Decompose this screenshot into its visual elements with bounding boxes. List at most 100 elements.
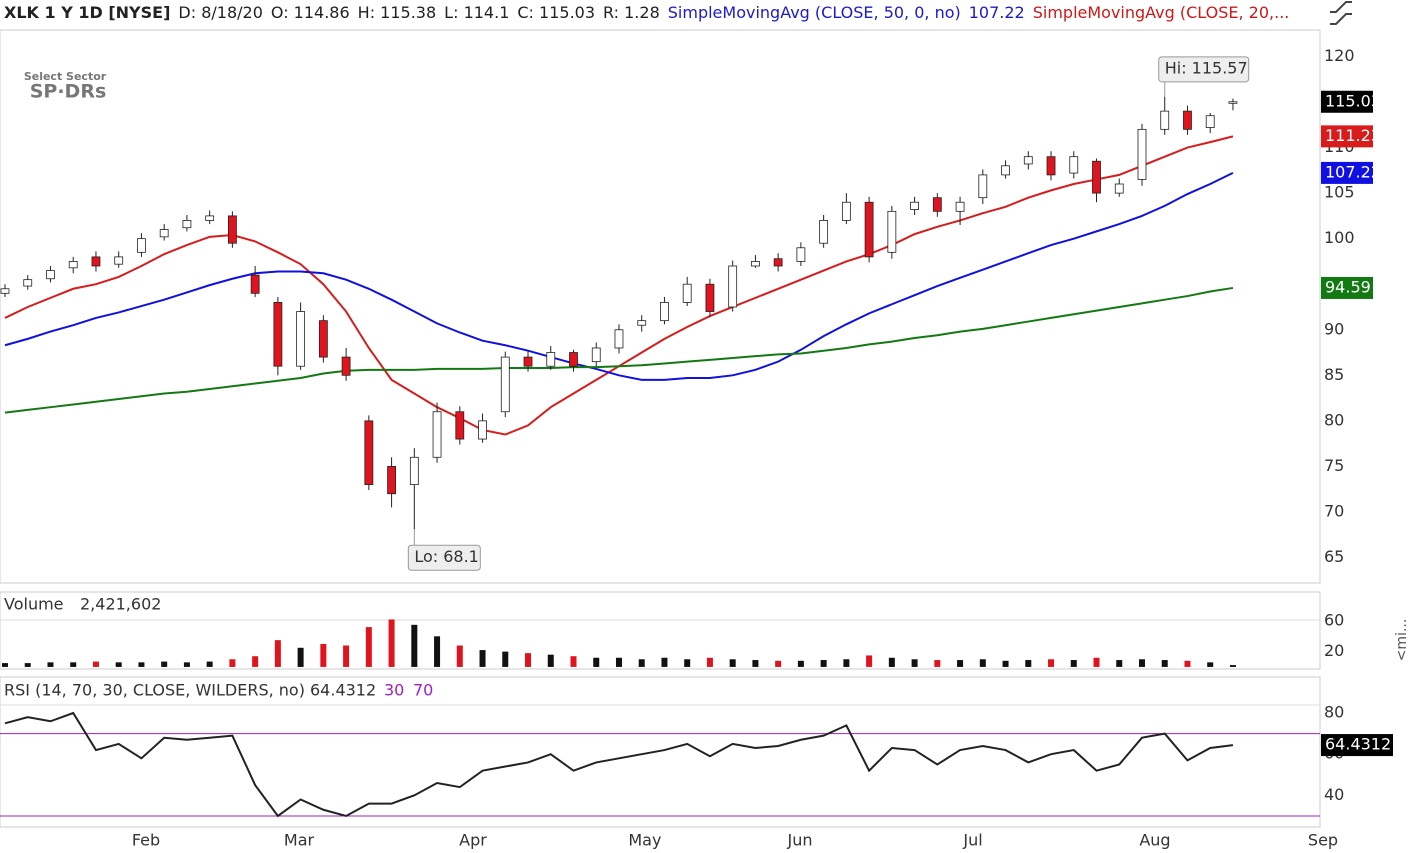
volume-bar <box>888 657 895 667</box>
volume-bar <box>752 660 759 667</box>
candle-body <box>910 201 919 210</box>
candle-body <box>682 283 692 303</box>
candle-body <box>1228 101 1238 104</box>
candle-body <box>841 201 851 221</box>
candle-body <box>478 420 487 440</box>
y-tick-label: 75 <box>1324 456 1344 475</box>
volume-bar <box>843 659 850 667</box>
candle-body <box>318 320 328 358</box>
candle-body <box>432 411 442 458</box>
candle-body <box>500 356 510 413</box>
volume-bar <box>661 657 668 667</box>
value-label: 107.22 <box>1325 162 1381 181</box>
volume-bar <box>729 659 736 667</box>
high: H: 115.38 <box>357 3 437 22</box>
volume-bar <box>866 655 873 667</box>
candle-body <box>1023 156 1033 165</box>
candle-body <box>705 283 715 312</box>
candle-body <box>932 197 942 212</box>
volume-bar <box>47 662 54 667</box>
candle-body <box>546 352 556 367</box>
volume-bar <box>1025 660 1032 667</box>
value-label: 64.4312 <box>1325 735 1391 754</box>
date: D: 8/18/20 <box>178 3 263 22</box>
volume-bar <box>502 651 509 667</box>
volume-bar <box>252 656 259 667</box>
volume-bar <box>1207 662 1214 667</box>
moving-average <box>4 286 1234 414</box>
rsi-title: RSI (14, 70, 30, CLOSE, WILDERS, no) <box>4 681 305 700</box>
volume-bar <box>1184 660 1191 667</box>
volume-bar <box>206 661 213 667</box>
candle-body <box>1046 156 1056 176</box>
y-tick-label: 20 <box>1324 641 1344 660</box>
volume-bar <box>775 660 782 667</box>
volume-bar <box>797 660 804 667</box>
low: L: 114.1 <box>444 3 510 22</box>
candle-body <box>1205 115 1215 128</box>
price-panel <box>0 29 1321 584</box>
candle-body <box>1069 156 1079 174</box>
value-label: 115.03 <box>1325 91 1381 110</box>
value-box <box>1321 161 1373 184</box>
value-box <box>1321 125 1373 148</box>
x-tick-label: Feb <box>132 831 160 850</box>
candle-body <box>250 274 260 294</box>
volume-bar <box>547 654 554 667</box>
candle-body <box>91 256 101 267</box>
candle-body <box>455 411 465 440</box>
volume-bar <box>92 661 99 667</box>
volume-bar <box>525 653 532 667</box>
value-box <box>1321 90 1373 113</box>
y-tick-label: 85 <box>1324 365 1344 384</box>
x-tick-label: Sep <box>1308 831 1338 850</box>
sma20-name: SimpleMovingAvg (CLOSE, 20,... <box>1032 3 1290 22</box>
annotation-box <box>1158 56 1250 83</box>
x-tick-label: Jul <box>962 831 982 850</box>
y-tick-label: 80 <box>1324 703 1344 722</box>
moving-average <box>4 171 1234 381</box>
value-box <box>1321 276 1373 299</box>
volume-bar <box>24 663 31 667</box>
moving-average <box>4 135 1234 436</box>
volume-bar <box>615 657 622 667</box>
candle-body <box>569 352 578 367</box>
candle-body <box>796 247 806 262</box>
candle-body <box>23 279 33 287</box>
symbol: XLK 1 Y 1D [NYSE] <box>4 3 171 22</box>
candle-body <box>637 320 647 326</box>
volume-bar <box>411 624 418 667</box>
side-tab[interactable]: <mi... <box>1394 619 1410 662</box>
y-tick-label: 120 <box>1324 46 1355 65</box>
candle-body <box>409 456 419 486</box>
candle-body <box>159 229 169 238</box>
candle-body <box>1160 110 1170 130</box>
volume-bar <box>138 662 145 667</box>
volume-bar <box>434 636 441 667</box>
volume-bar <box>1002 660 1009 667</box>
y-tick-label: 40 <box>1324 785 1344 804</box>
candle-body <box>1114 183 1124 194</box>
candle-body <box>660 302 669 322</box>
chart-style-icon[interactable] <box>1330 1 1352 25</box>
candle-body <box>864 201 874 258</box>
candle-body <box>114 256 124 265</box>
value-label: 94.59 <box>1325 277 1371 296</box>
x-tick-label: Jun <box>786 831 812 850</box>
volume-bar <box>820 660 827 667</box>
value-box <box>1321 734 1393 757</box>
volume-bar <box>911 659 918 667</box>
candle-body <box>1001 165 1010 176</box>
volume-bar <box>1093 657 1100 667</box>
volume-bar <box>957 660 964 667</box>
volume-bar <box>343 645 350 667</box>
y-tick-label: 70 <box>1324 501 1344 520</box>
open: O: 114.86 <box>270 3 350 22</box>
annotation-text: Lo: 68.1 <box>414 547 479 566</box>
header: XLK 1 Y 1D [NYSE] D: 8/18/20 O: 114.86 H: 1… <box>4 3 1297 22</box>
candle-body <box>227 215 237 244</box>
x-tick-label: Aug <box>1139 831 1170 850</box>
volume-bar <box>456 645 463 667</box>
